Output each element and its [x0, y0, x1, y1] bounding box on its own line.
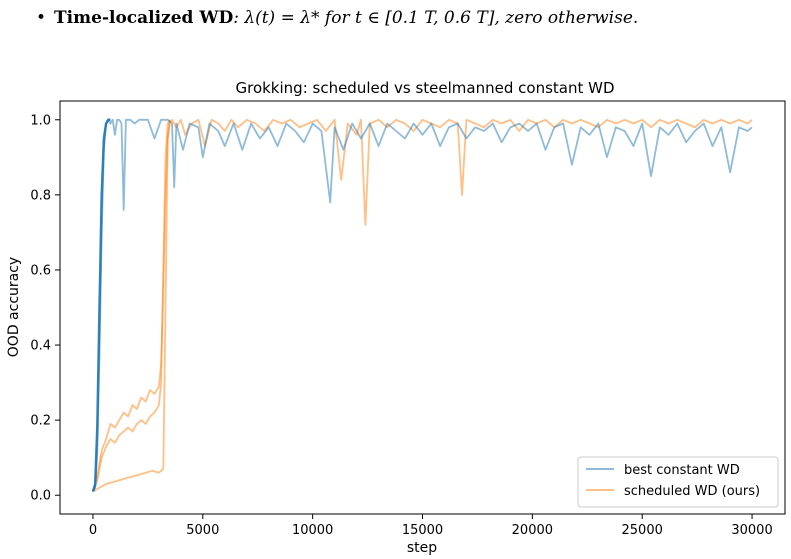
y-axis: 0.0 0.2 0.4 0.6 0.8 1.0 — [30, 113, 60, 504]
series-line-3 — [92, 119, 171, 493]
bullet-formula: : λ(t) = λ* for t ∈ [0.1 T, 0.6 T], zero… — [233, 8, 639, 28]
series-line-2 — [92, 119, 171, 492]
legend-label-scheduled: scheduled WD (ours) — [624, 484, 760, 499]
legend: best constant WD scheduled WD (ours) — [577, 456, 779, 508]
x-tick-label: 10000 — [292, 523, 333, 538]
bullet-marker: • — [36, 8, 47, 28]
bullet-item: • Time-localized WD: λ(t) = λ* for t ∈ [0… — [36, 8, 776, 28]
y-tick-label: 0.8 — [30, 188, 51, 203]
y-tick-label: 0.2 — [30, 414, 51, 429]
x-tick-label: 15000 — [402, 523, 443, 538]
series-line-0 — [92, 118, 753, 492]
legend-box — [577, 456, 779, 508]
y-tick-label: 0.4 — [30, 339, 51, 354]
x-tick-label: 0 — [89, 523, 97, 538]
x-tick-label: 20000 — [512, 523, 553, 538]
x-axis-label: step — [407, 540, 437, 556]
plot-area — [91, 118, 753, 493]
axes-frame — [59, 100, 786, 515]
y-tick-label: 0.0 — [30, 489, 51, 504]
y-tick-label: 1.0 — [30, 113, 51, 128]
x-tick-label: 5000 — [186, 523, 219, 538]
y-axis-label: OOD accuracy — [6, 257, 22, 357]
bullet-term: Time-localized WD — [54, 8, 234, 28]
series-line-1 — [92, 118, 753, 492]
chart-title: Grokking: scheduled vs steelmanned const… — [235, 79, 614, 97]
legend-label-constant: best constant WD — [624, 463, 740, 478]
y-tick-label: 0.6 — [30, 263, 51, 278]
x-axis: 0 5000 10000 15000 20000 25000 30000 — [89, 514, 773, 538]
x-tick-label: 25000 — [622, 523, 663, 538]
x-tick-label: 30000 — [731, 523, 772, 538]
